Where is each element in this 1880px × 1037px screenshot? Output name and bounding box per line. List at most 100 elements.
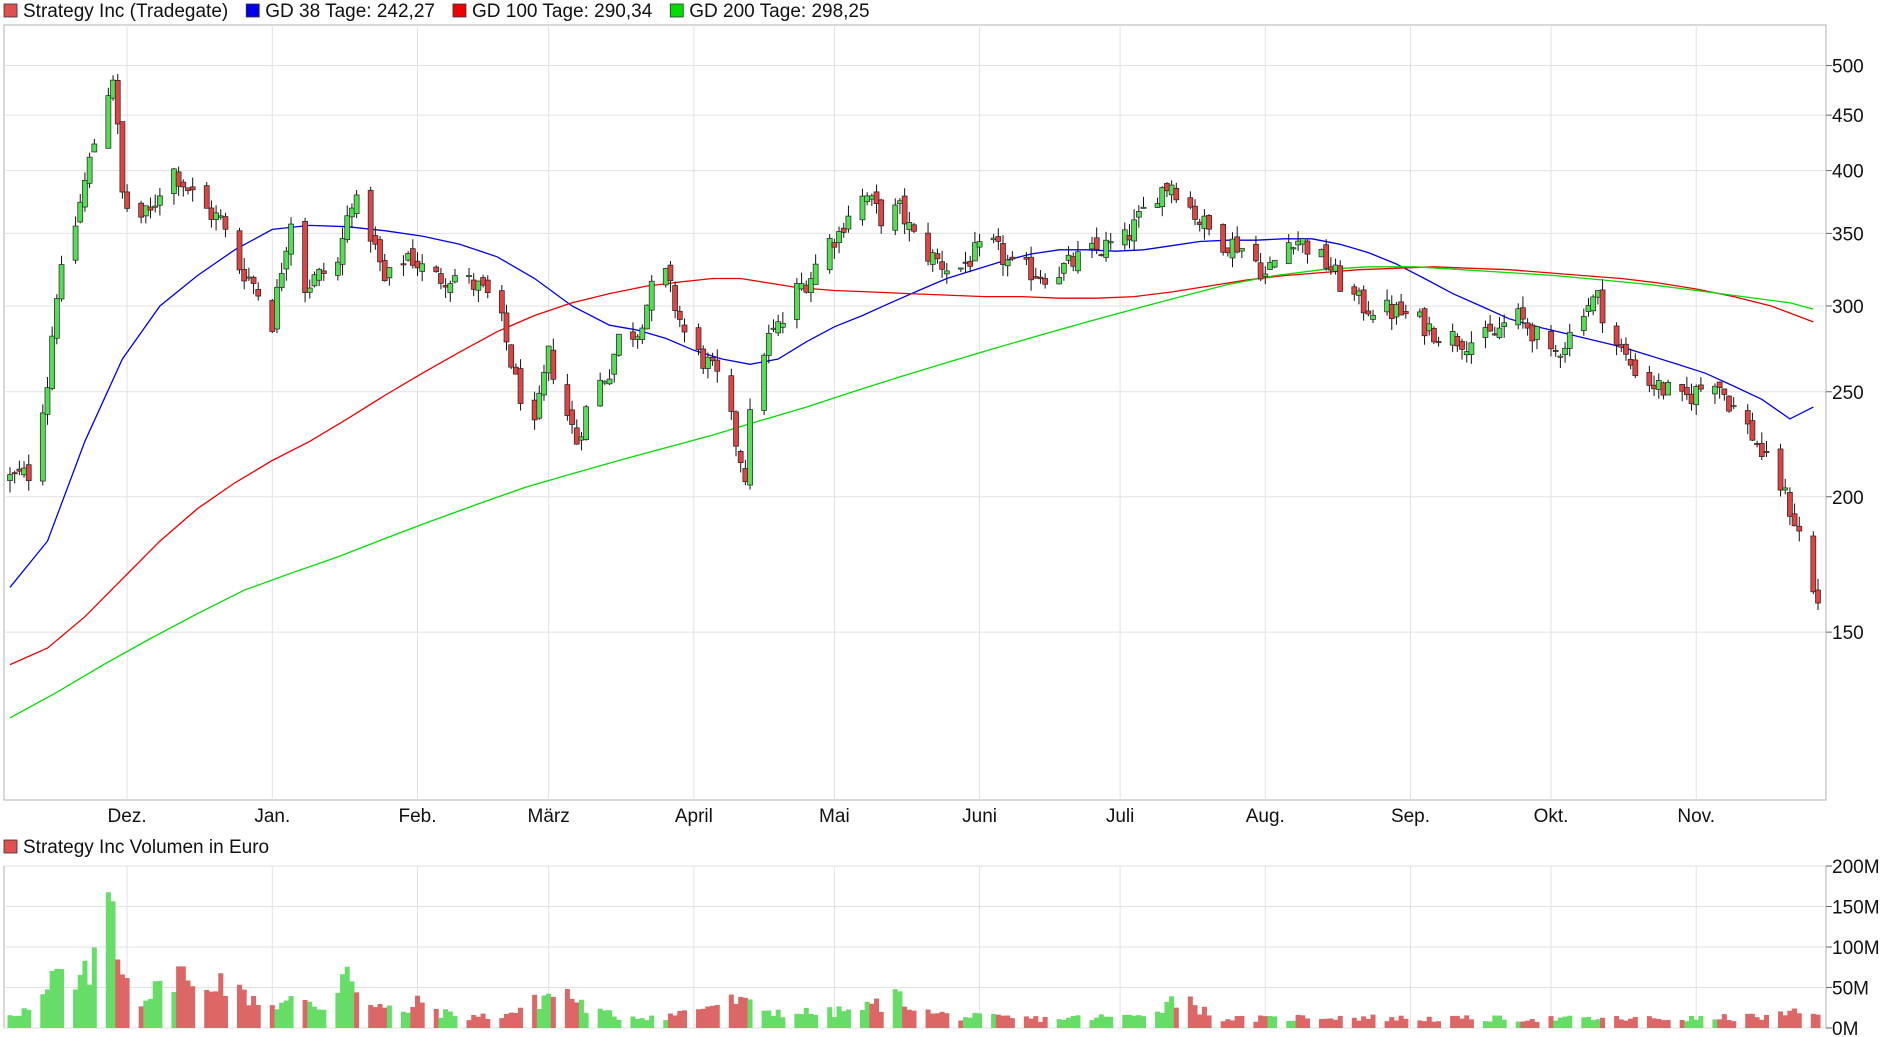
volume-bar <box>1389 1017 1395 1028</box>
candle-body <box>878 199 885 227</box>
candle <box>1665 379 1671 396</box>
candle-body <box>1061 263 1067 274</box>
candle <box>274 279 280 334</box>
volume-bar <box>87 984 93 1028</box>
candle-body <box>1454 335 1461 347</box>
volume-y-tick-label: 150M <box>1832 898 1880 919</box>
candle <box>550 338 557 385</box>
candle <box>1159 186 1166 217</box>
volume-bar <box>1792 1008 1798 1028</box>
candle <box>943 262 950 284</box>
candle-body <box>1791 513 1798 527</box>
volume-bar <box>499 1018 505 1028</box>
candle <box>583 404 589 441</box>
candle-body <box>470 279 477 290</box>
candle-body <box>648 280 655 311</box>
candle <box>1004 254 1011 277</box>
candle-body <box>995 236 1002 242</box>
candle <box>1431 326 1437 344</box>
volume-bar <box>1333 1019 1339 1028</box>
x-tick-label: Dez. <box>108 806 147 827</box>
volume-bar <box>663 1020 669 1028</box>
candle-body <box>250 276 257 284</box>
volume-bar <box>1098 1014 1104 1028</box>
candle <box>241 258 248 290</box>
volume-bar <box>1206 1015 1212 1028</box>
candle-body <box>1627 358 1634 366</box>
candle <box>1318 248 1325 258</box>
candle-body <box>1421 308 1428 337</box>
candle <box>606 369 613 386</box>
candle-body <box>152 205 159 208</box>
volume-bar <box>1141 1016 1147 1028</box>
price-panel: 150 200 250 300 350 400 450 500 Dez. Jan. Feb. März… <box>3 1 1864 827</box>
candle-body <box>110 79 116 99</box>
candle <box>957 267 964 273</box>
x-tick-label: Juni <box>962 806 997 827</box>
candle <box>1791 503 1798 527</box>
candle <box>1426 316 1433 336</box>
volume-bar <box>54 968 60 1028</box>
candle <box>1787 487 1793 525</box>
volume-bar <box>185 980 191 1028</box>
volume-bar <box>1037 1021 1043 1028</box>
volume-bar <box>564 988 570 1028</box>
candle-body <box>53 298 60 339</box>
candle <box>1173 182 1180 203</box>
candle <box>644 304 650 330</box>
candle-body <box>761 354 767 411</box>
volume-bar <box>1356 1020 1362 1028</box>
candle-body <box>1749 420 1756 441</box>
candle-body <box>1566 331 1573 349</box>
candle-body <box>569 409 575 425</box>
candle-body <box>1787 492 1793 517</box>
candle-body <box>934 253 941 260</box>
candle-body <box>1023 257 1030 260</box>
candle-body <box>742 468 749 483</box>
volume-bar <box>1436 1021 1442 1028</box>
candle-body <box>779 322 786 328</box>
candle-body <box>1360 289 1367 314</box>
volume-bar <box>340 974 346 1028</box>
candle <box>335 257 341 281</box>
candle <box>1220 223 1226 256</box>
candle-body <box>1431 328 1437 343</box>
volume-bar <box>1365 1018 1371 1028</box>
candle-body <box>1810 535 1817 593</box>
volume-bar <box>246 1005 252 1028</box>
candle-body <box>1646 371 1653 386</box>
candle-body <box>957 267 964 270</box>
candle-body <box>241 269 248 282</box>
candle <box>1459 338 1465 360</box>
volume-bar <box>897 991 903 1028</box>
volume-bar <box>1230 1020 1236 1028</box>
candle-body <box>639 327 646 340</box>
candle-body <box>939 261 945 270</box>
candle-body <box>845 215 852 230</box>
candle-body <box>175 171 182 187</box>
volume-bar <box>611 1016 617 1028</box>
volume-bar <box>518 1007 524 1028</box>
candle <box>1271 259 1278 269</box>
volume-bar <box>1618 1019 1624 1028</box>
volume-bar <box>251 996 257 1028</box>
candle <box>573 419 580 445</box>
candle <box>1234 226 1241 254</box>
volume-bar <box>963 1017 969 1028</box>
candle <box>1693 384 1700 415</box>
candle-body <box>119 121 126 193</box>
volume-bar <box>382 1007 388 1028</box>
volume-bar <box>119 974 125 1028</box>
candle <box>339 227 346 276</box>
volume-bar <box>536 1009 542 1028</box>
volume-bar <box>1323 1018 1329 1028</box>
volume-bar <box>930 1013 936 1028</box>
volume-bar <box>180 966 186 1028</box>
candle-body <box>1159 187 1166 208</box>
volume-bar <box>1262 1016 1268 1028</box>
volume-bar <box>1600 1017 1606 1028</box>
volume-bar <box>208 991 214 1028</box>
candle <box>72 216 79 264</box>
candle <box>180 179 187 197</box>
candle-body <box>480 277 486 286</box>
